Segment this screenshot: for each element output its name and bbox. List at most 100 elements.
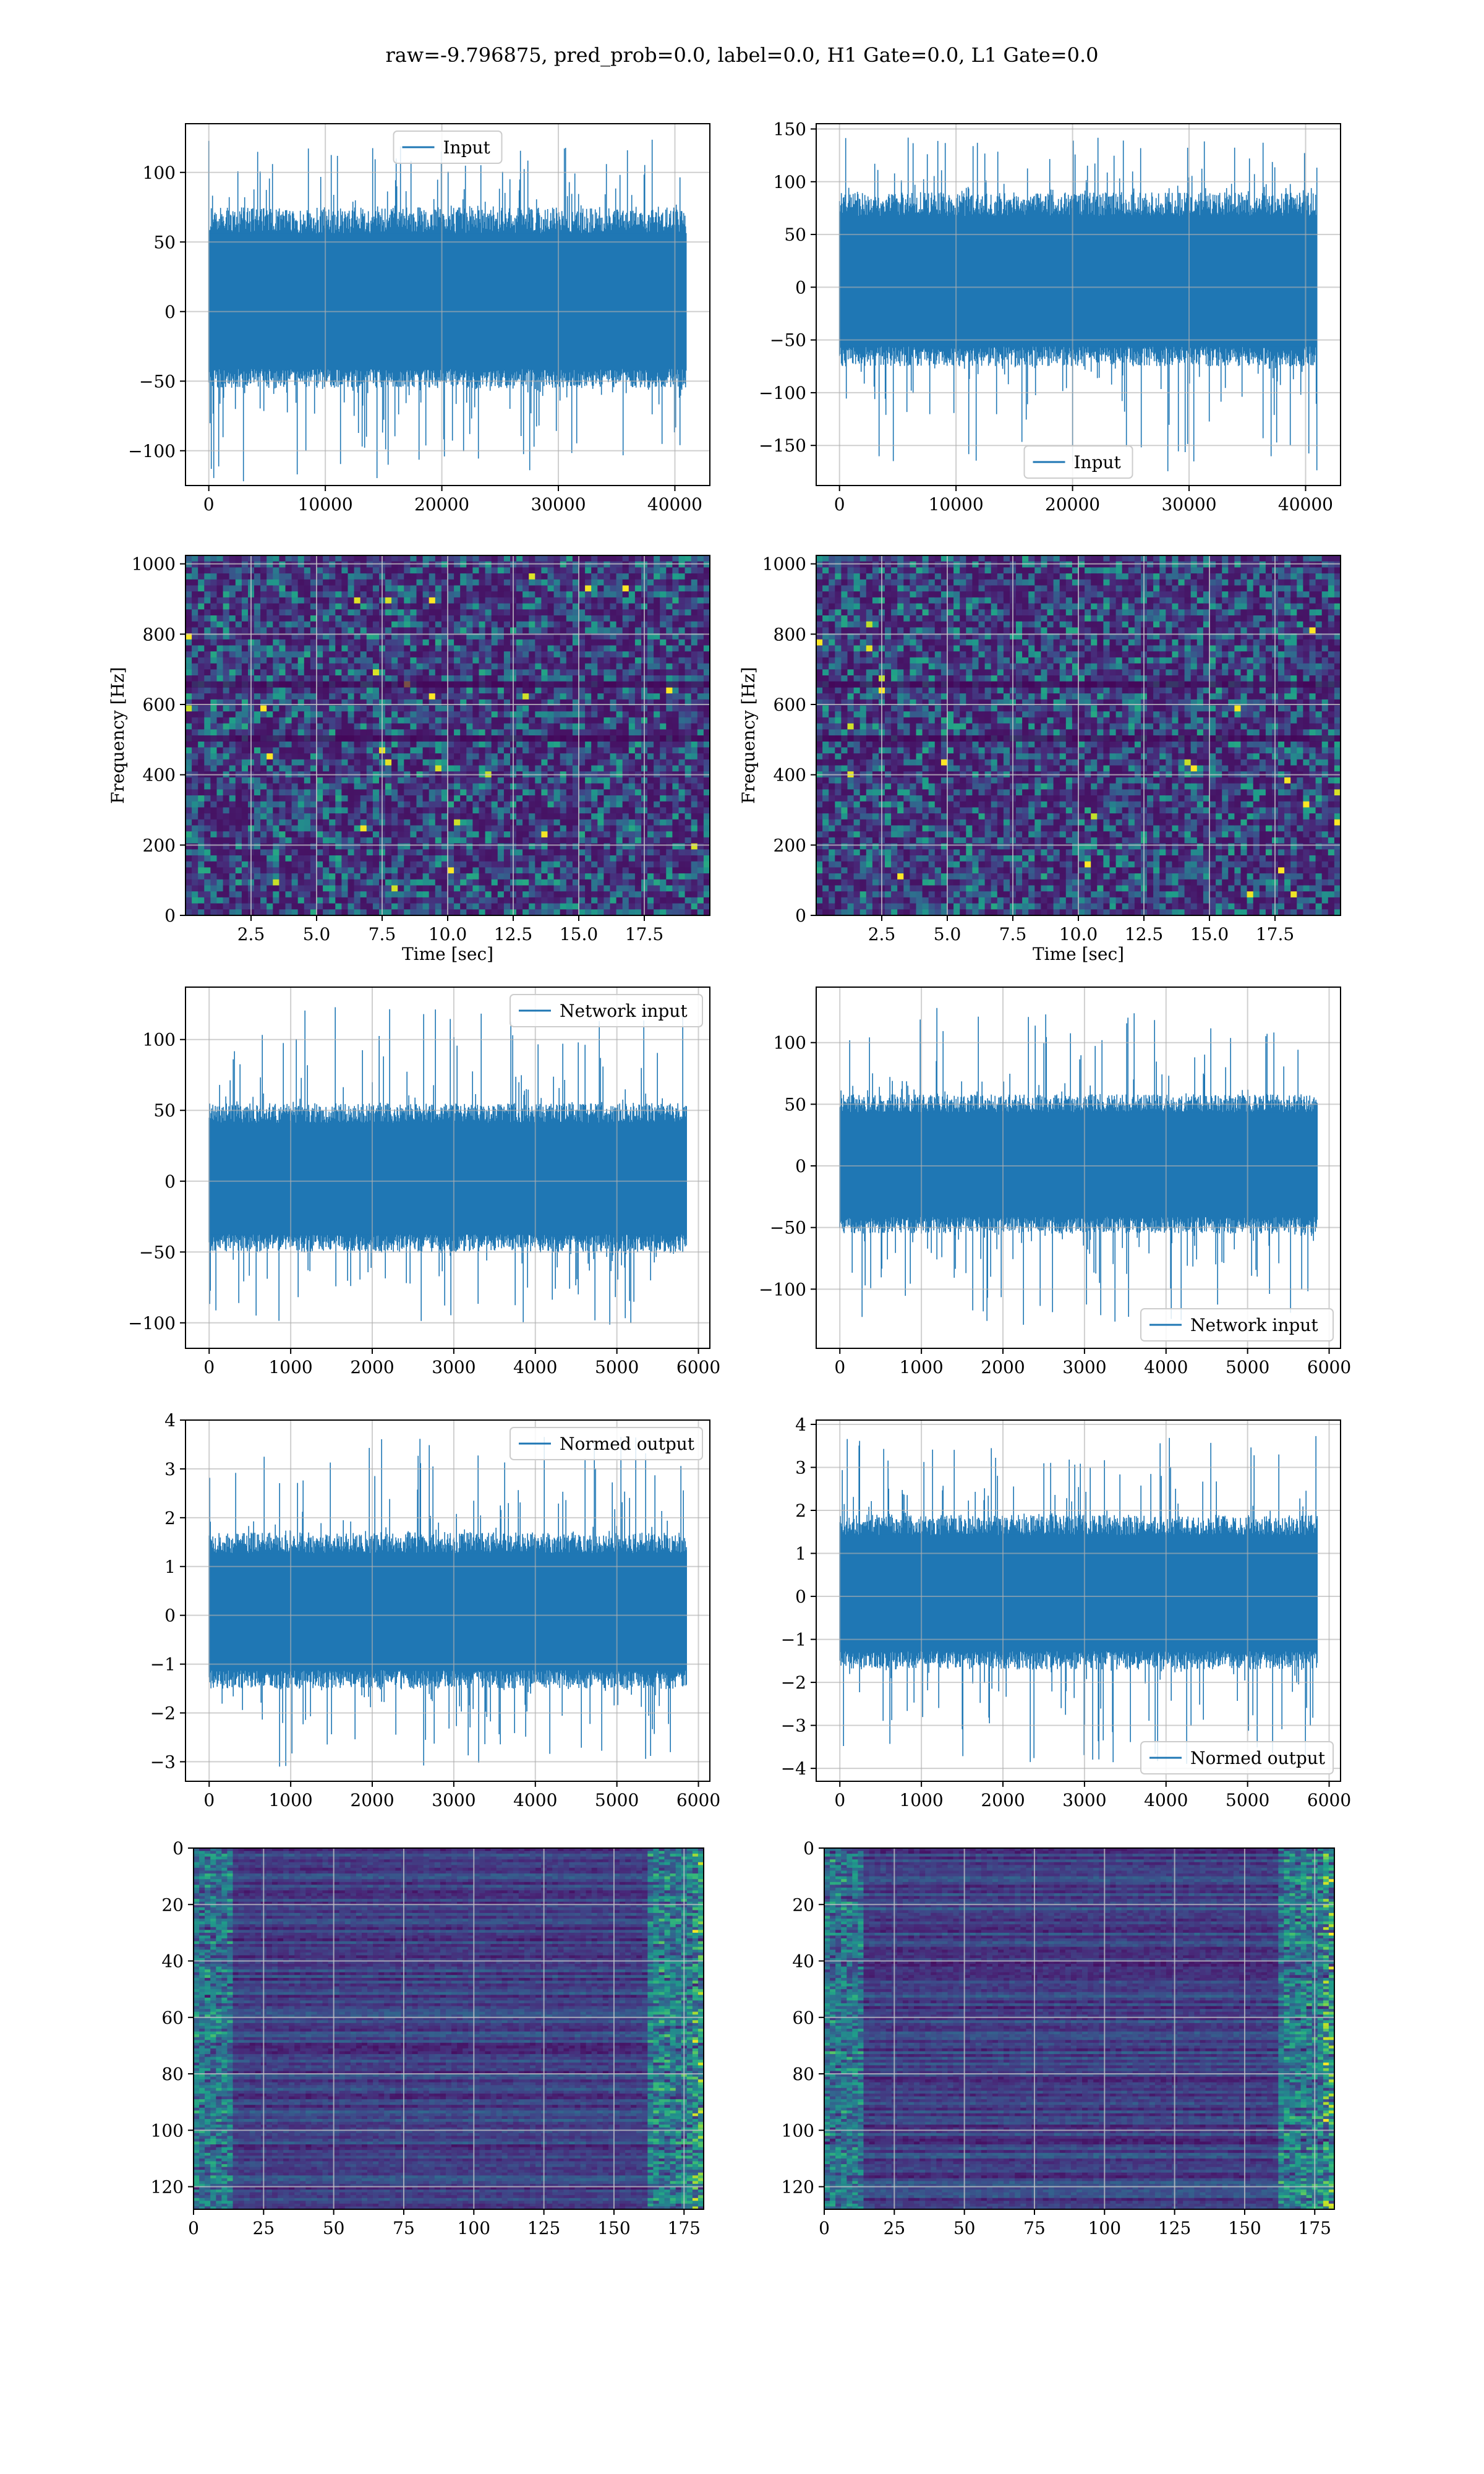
y-tick-label: −50 (770, 1218, 806, 1238)
x-tick-label: 6000 (1307, 1357, 1351, 1377)
axes-frame (185, 987, 710, 1349)
y-tick-label: 80 (161, 2064, 184, 2084)
y-tick-label: 120 (151, 2177, 184, 2198)
panel-r1c1: 2.5 5.0 7.5 10.0 12.5 15.0 17.5 0 200 400 600 800 10… (738, 554, 1341, 964)
x-tick-label: 5000 (1226, 1790, 1269, 1810)
x-tick-label: 150 (1228, 2218, 1261, 2238)
panel-r4c1: 0 25 50 75 100 125 150 175 0 20 40 60 80 100 120 (782, 1838, 1335, 2238)
x-tick-label: 50 (953, 2218, 976, 2238)
x-tick-label: 6000 (676, 1357, 720, 1377)
y-tick-label: 2 (164, 1508, 176, 1528)
y-tick-label: 150 (774, 119, 806, 140)
x-tick-label: 75 (393, 2218, 415, 2238)
y-tick-label: −2 (150, 1703, 176, 1724)
y-axis-label: Frequency [Hz] (738, 667, 759, 803)
x-tick-label: 17.5 (625, 924, 663, 944)
plot-area (186, 555, 710, 915)
x-tick-label: 0 (819, 2218, 830, 2238)
y-tick-label: 40 (792, 1951, 814, 1972)
x-tick-label: 10000 (929, 494, 984, 515)
x-tick-label: 0 (203, 494, 215, 515)
x-tick-label: 0 (834, 1790, 845, 1810)
x-tick-label: 175 (1298, 2218, 1331, 2238)
y-tick-label: 100 (143, 1030, 176, 1050)
x-tick-label: 4000 (513, 1357, 557, 1377)
x-tick-label: 2.5 (237, 924, 265, 944)
y-tick-label: 600 (774, 695, 806, 715)
y-tick-label: 1000 (132, 554, 176, 575)
y-tick-label: 0 (164, 1606, 176, 1626)
x-tick-label: 20000 (1045, 494, 1100, 515)
x-tick-label: 1000 (268, 1790, 312, 1810)
legend-label: Normed output (1190, 1748, 1326, 1768)
signal-core (209, 1553, 686, 1671)
x-tick-label: 175 (668, 2218, 701, 2238)
grid (816, 555, 1341, 915)
grid (194, 1848, 704, 2209)
x-tick-label: 2000 (981, 1790, 1025, 1810)
x-tick-label: 2000 (981, 1357, 1025, 1377)
x-tick-label: 40000 (647, 494, 702, 515)
legend-label: Network input (1190, 1315, 1318, 1335)
x-tick-label: 6000 (1307, 1790, 1351, 1810)
panels: 0 10000 20000 30000 40000−100−50050100Input0… (108, 119, 1351, 2238)
y-tick-label: 0 (795, 277, 806, 297)
signal-core (840, 1112, 1317, 1217)
figure-title: raw=-9.796875, pred_prob=0.0, label=0.0,… (385, 43, 1098, 67)
panel-r0c0: 0 10000 20000 30000 40000 −100 −50 0 50 100 Input (128, 123, 710, 515)
x-tick-label: 4000 (1144, 1357, 1188, 1377)
x-tick-label: 5000 (1226, 1357, 1269, 1377)
x-tick-label: 2.5 (868, 924, 896, 944)
x-tick-label: 100 (1088, 2218, 1121, 2238)
y-tick-label: 1000 (762, 554, 806, 575)
grid (824, 1848, 1334, 2209)
y-tick-label: −50 (139, 371, 176, 392)
x-tick-label: 0 (203, 1357, 215, 1377)
grid (186, 1420, 710, 1781)
y-tick-label: 0 (795, 1156, 806, 1176)
legend: Normed output (510, 1427, 703, 1460)
panel-r2c1: 0 1000 2000 3000 4000 5000 6000 −100 −50 0 50 100 Ne… (759, 987, 1351, 1377)
y-tick-label: 120 (782, 2177, 814, 2198)
grid (816, 987, 1341, 1348)
plot-area (816, 124, 1341, 486)
x-tick-label: 3000 (1062, 1790, 1106, 1810)
y-tick-label: 0 (173, 1838, 184, 1859)
legend: Input (1023, 445, 1133, 479)
x-tick-label: 20000 (414, 494, 469, 515)
plot-area (186, 987, 710, 1348)
y-tick-label: 1 (164, 1557, 176, 1577)
plot-area (816, 555, 1341, 915)
signal-core (208, 233, 686, 369)
grid (186, 555, 710, 915)
y-tick-label: 60 (161, 2008, 184, 2028)
x-tick-label: 3000 (432, 1790, 475, 1810)
y-axis-label: Frequency [Hz] (108, 667, 128, 803)
y-tick-label: −3 (781, 1716, 806, 1736)
x-tick-label: 30000 (1161, 494, 1216, 515)
x-tick-label: 5000 (595, 1357, 639, 1377)
x-tick-label: 125 (1158, 2218, 1191, 2238)
axes-frame (185, 1419, 710, 1782)
axes-frame (816, 123, 1341, 486)
y-tick-label: 800 (143, 624, 176, 644)
x-tick-label: 15.0 (1190, 924, 1229, 944)
panel-r2c0: 0 1000 2000 3000 4000 5000 6000 −100 −50 0 50 100 Ne… (128, 987, 720, 1377)
y-tick-label: 4 (164, 1410, 176, 1431)
x-tick-label: 1000 (899, 1790, 943, 1810)
axes-frame (185, 123, 710, 486)
y-tick-label: −50 (139, 1242, 176, 1262)
legend-label: Network input (560, 1001, 688, 1021)
grid (816, 124, 1341, 486)
legend: Input (393, 131, 503, 164)
x-tick-label: 125 (527, 2218, 560, 2238)
x-tick-label: 4000 (1144, 1790, 1188, 1810)
y-tick-label: 100 (782, 2120, 814, 2141)
legend-label: Input (443, 137, 491, 158)
x-tick-label: 7.5 (369, 924, 396, 944)
x-tick-label: 12.5 (494, 924, 532, 944)
y-tick-label: −100 (759, 1279, 806, 1299)
x-tick-label: 15.0 (560, 924, 598, 944)
y-tick-label: 100 (774, 172, 806, 192)
